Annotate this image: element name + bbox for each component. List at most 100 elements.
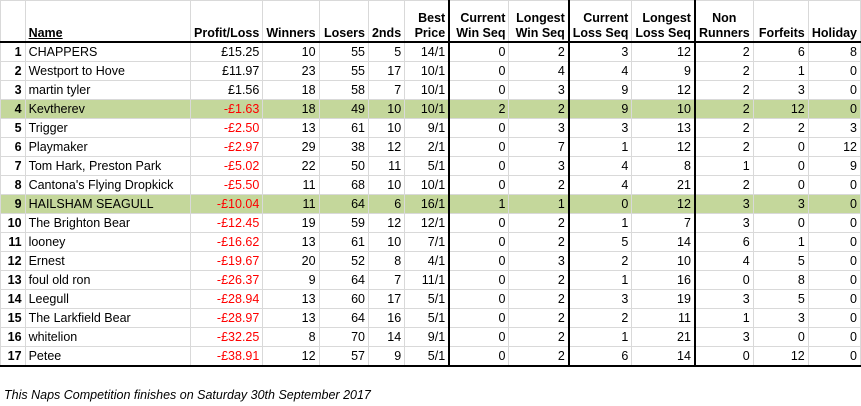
non-runners-cell: 4 bbox=[694, 250, 754, 271]
rank-cell: 16 bbox=[0, 326, 26, 347]
non-runners-cell: 2 bbox=[694, 174, 754, 195]
leaderboard-table: Name Profit/Loss Winners Losers 2nds Bes… bbox=[0, 0, 861, 367]
profit-cell: £15.25 bbox=[189, 41, 264, 62]
header-longest-win-seq: Longest Win Seq bbox=[508, 0, 570, 43]
table-row: 10 The Brighton Bear -£12.45 19 59 12 12/1 0 2 1 7… bbox=[0, 212, 861, 233]
header-name: Name bbox=[24, 0, 191, 43]
header-name-label: Name bbox=[28, 25, 63, 40]
header-winners: Winners bbox=[262, 0, 320, 43]
header-row: Name Profit/Loss Winners Losers 2nds Bes… bbox=[0, 0, 861, 43]
current-win-seq-cell: 0 bbox=[448, 326, 510, 347]
seconds-cell: 10 bbox=[367, 174, 406, 195]
best-price-cell: 11/1 bbox=[404, 269, 450, 290]
profit-cell: -£28.94 bbox=[189, 288, 264, 309]
losers-cell: 50 bbox=[318, 155, 369, 176]
seconds-cell: 12 bbox=[367, 136, 406, 157]
forfeits-cell: 3 bbox=[752, 193, 809, 214]
header-best-price: Best Price bbox=[404, 0, 450, 43]
current-win-seq-cell: 2 bbox=[448, 98, 510, 119]
table-row: 8 Cantona's Flying Dropkick -£5.50 11 68 10 10… bbox=[0, 174, 861, 195]
longest-loss-seq-cell: 11 bbox=[631, 307, 696, 328]
rank-cell: 12 bbox=[0, 250, 26, 271]
forfeits-cell: 3 bbox=[752, 307, 809, 328]
longest-win-seq-cell: 2 bbox=[508, 269, 570, 290]
name-cell: The Brighton Bear bbox=[24, 212, 191, 233]
winners-cell: 13 bbox=[262, 117, 320, 138]
longest-loss-seq-cell: 21 bbox=[631, 174, 696, 195]
profit-cell: -£2.97 bbox=[189, 136, 264, 157]
winners-cell: 11 bbox=[262, 174, 320, 195]
holiday-cell: 0 bbox=[807, 79, 861, 100]
current-win-seq-cell: 0 bbox=[448, 41, 510, 62]
longest-win-seq-cell: 1 bbox=[508, 193, 570, 214]
table-row: 14 Leegull -£28.94 13 60 17 5/1 0 2 3 19 3 5 0 bbox=[0, 288, 861, 309]
non-runners-cell: 6 bbox=[694, 231, 754, 252]
table-row: 1 CHAPPERS £15.25 10 55 5 14/1 0 2 3 12 2 6 8 bbox=[0, 41, 861, 62]
table-row: 15 The Larkfield Bear -£28.97 13 64 16 5/1 0 2 2 1… bbox=[0, 307, 861, 328]
longest-win-seq-cell: 2 bbox=[508, 212, 570, 233]
name-cell: Westport to Hove bbox=[24, 60, 191, 81]
seconds-cell: 7 bbox=[367, 79, 406, 100]
name-cell: Kevtherev bbox=[24, 98, 191, 119]
current-win-seq-cell: 0 bbox=[448, 345, 510, 367]
winners-cell: 23 bbox=[262, 60, 320, 81]
profit-cell: -£2.50 bbox=[189, 117, 264, 138]
header-current-loss-line2: Loss Seq bbox=[572, 25, 629, 40]
forfeits-cell: 2 bbox=[752, 117, 809, 138]
longest-win-seq-cell: 4 bbox=[508, 60, 570, 81]
profit-cell: -£12.45 bbox=[189, 212, 264, 233]
current-loss-seq-cell: 4 bbox=[568, 174, 633, 195]
seconds-cell: 9 bbox=[367, 345, 406, 367]
header-non-runners-line2: Runners bbox=[698, 25, 750, 40]
forfeits-cell: 1 bbox=[752, 60, 809, 81]
forfeits-cell: 0 bbox=[752, 136, 809, 157]
holiday-cell: 0 bbox=[807, 60, 861, 81]
forfeits-cell: 12 bbox=[752, 345, 809, 367]
losers-cell: 70 bbox=[318, 326, 369, 347]
profit-cell: £1.56 bbox=[189, 79, 264, 100]
profit-cell: -£16.62 bbox=[189, 231, 264, 252]
longest-loss-seq-cell: 12 bbox=[631, 136, 696, 157]
longest-loss-seq-cell: 19 bbox=[631, 288, 696, 309]
table-row: 7 Tom Hark, Preston Park -£5.02 22 50 11 5/1 0 3… bbox=[0, 155, 861, 176]
name-cell: Petee bbox=[24, 345, 191, 367]
longest-loss-seq-cell: 14 bbox=[631, 231, 696, 252]
holiday-cell: 0 bbox=[807, 288, 861, 309]
longest-loss-seq-cell: 10 bbox=[631, 98, 696, 119]
name-cell: whitelion bbox=[24, 326, 191, 347]
seconds-cell: 10 bbox=[367, 231, 406, 252]
table-row: 17 Petee -£38.91 12 57 9 5/1 0 2 6 14 0 12 0 bbox=[0, 345, 861, 367]
name-cell: Tom Hark, Preston Park bbox=[24, 155, 191, 176]
profit-cell: -£19.67 bbox=[189, 250, 264, 271]
holiday-cell: 12 bbox=[807, 136, 861, 157]
current-loss-seq-cell: 6 bbox=[568, 345, 633, 367]
name-cell: Cantona's Flying Dropkick bbox=[24, 174, 191, 195]
longest-win-seq-cell: 3 bbox=[508, 79, 570, 100]
profit-cell: -£1.63 bbox=[189, 98, 264, 119]
longest-win-seq-cell: 7 bbox=[508, 136, 570, 157]
non-runners-cell: 2 bbox=[694, 136, 754, 157]
header-rank bbox=[0, 0, 26, 43]
table-row: 12 Ernest -£19.67 20 52 8 4/1 0 3 2 10 4 5 0 bbox=[0, 250, 861, 271]
seconds-cell: 11 bbox=[367, 155, 406, 176]
profit-cell: £11.97 bbox=[189, 60, 264, 81]
non-runners-cell: 1 bbox=[694, 307, 754, 328]
best-price-cell: 4/1 bbox=[404, 250, 450, 271]
longest-loss-seq-cell: 7 bbox=[631, 212, 696, 233]
current-loss-seq-cell: 0 bbox=[568, 193, 633, 214]
longest-win-seq-cell: 3 bbox=[508, 250, 570, 271]
name-cell: Leegull bbox=[24, 288, 191, 309]
forfeits-cell: 6 bbox=[752, 41, 809, 62]
current-loss-seq-cell: 1 bbox=[568, 136, 633, 157]
current-win-seq-cell: 0 bbox=[448, 174, 510, 195]
best-price-cell: 10/1 bbox=[404, 60, 450, 81]
holiday-cell: 0 bbox=[807, 231, 861, 252]
header-holiday: Holiday bbox=[807, 0, 861, 43]
winners-cell: 18 bbox=[262, 98, 320, 119]
header-longest-loss-line2: Loss Seq bbox=[635, 25, 691, 40]
winners-cell: 9 bbox=[262, 269, 320, 290]
rank-cell: 17 bbox=[0, 345, 26, 367]
rank-cell: 9 bbox=[0, 193, 26, 214]
current-win-seq-cell: 0 bbox=[448, 269, 510, 290]
